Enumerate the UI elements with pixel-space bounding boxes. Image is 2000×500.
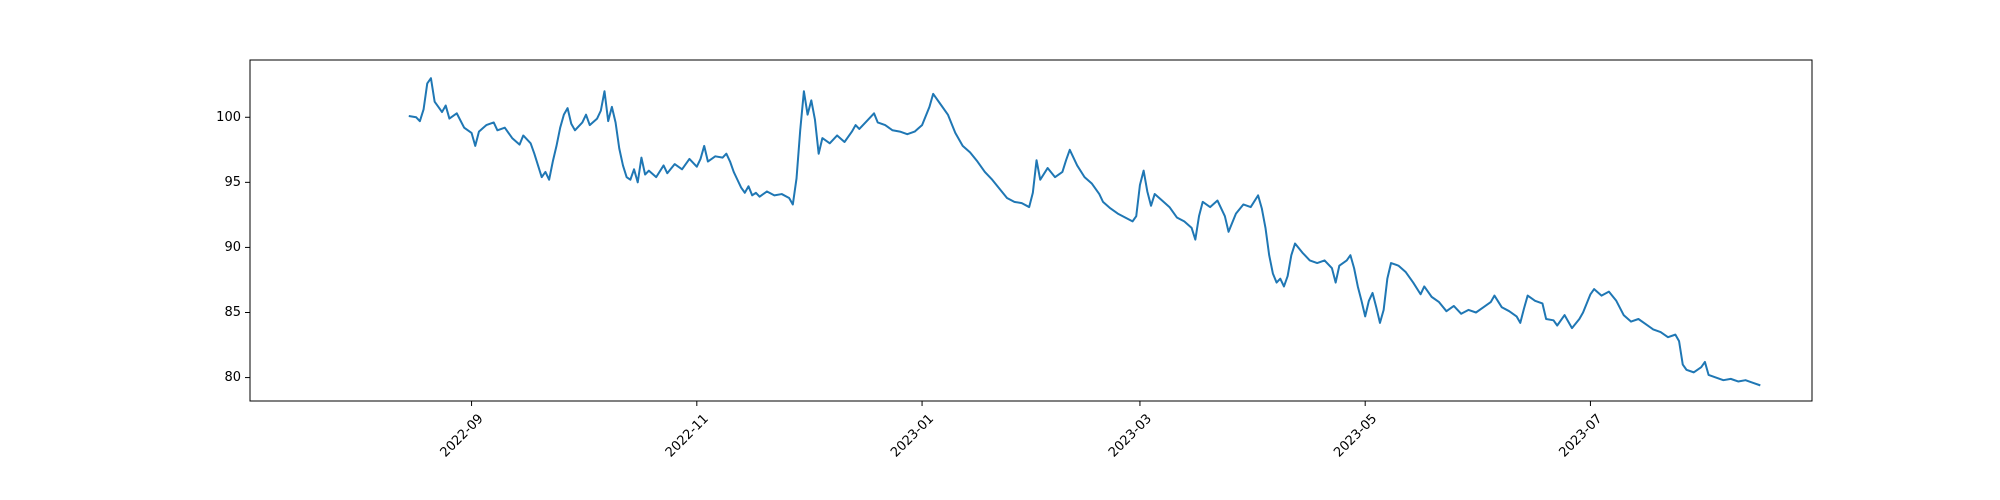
series-line-0 [408,77,1761,387]
y-tick-label: 100 [216,110,241,125]
axes-frame [249,59,1813,402]
y-tick-label: 85 [224,305,241,320]
y-tick-label: 95 [224,175,241,190]
y-tick-label: 90 [224,240,241,255]
plot-area [408,77,1761,387]
y-axis: 80 85 90 95 100 [216,110,250,385]
y-tick-label: 80 [224,370,241,385]
